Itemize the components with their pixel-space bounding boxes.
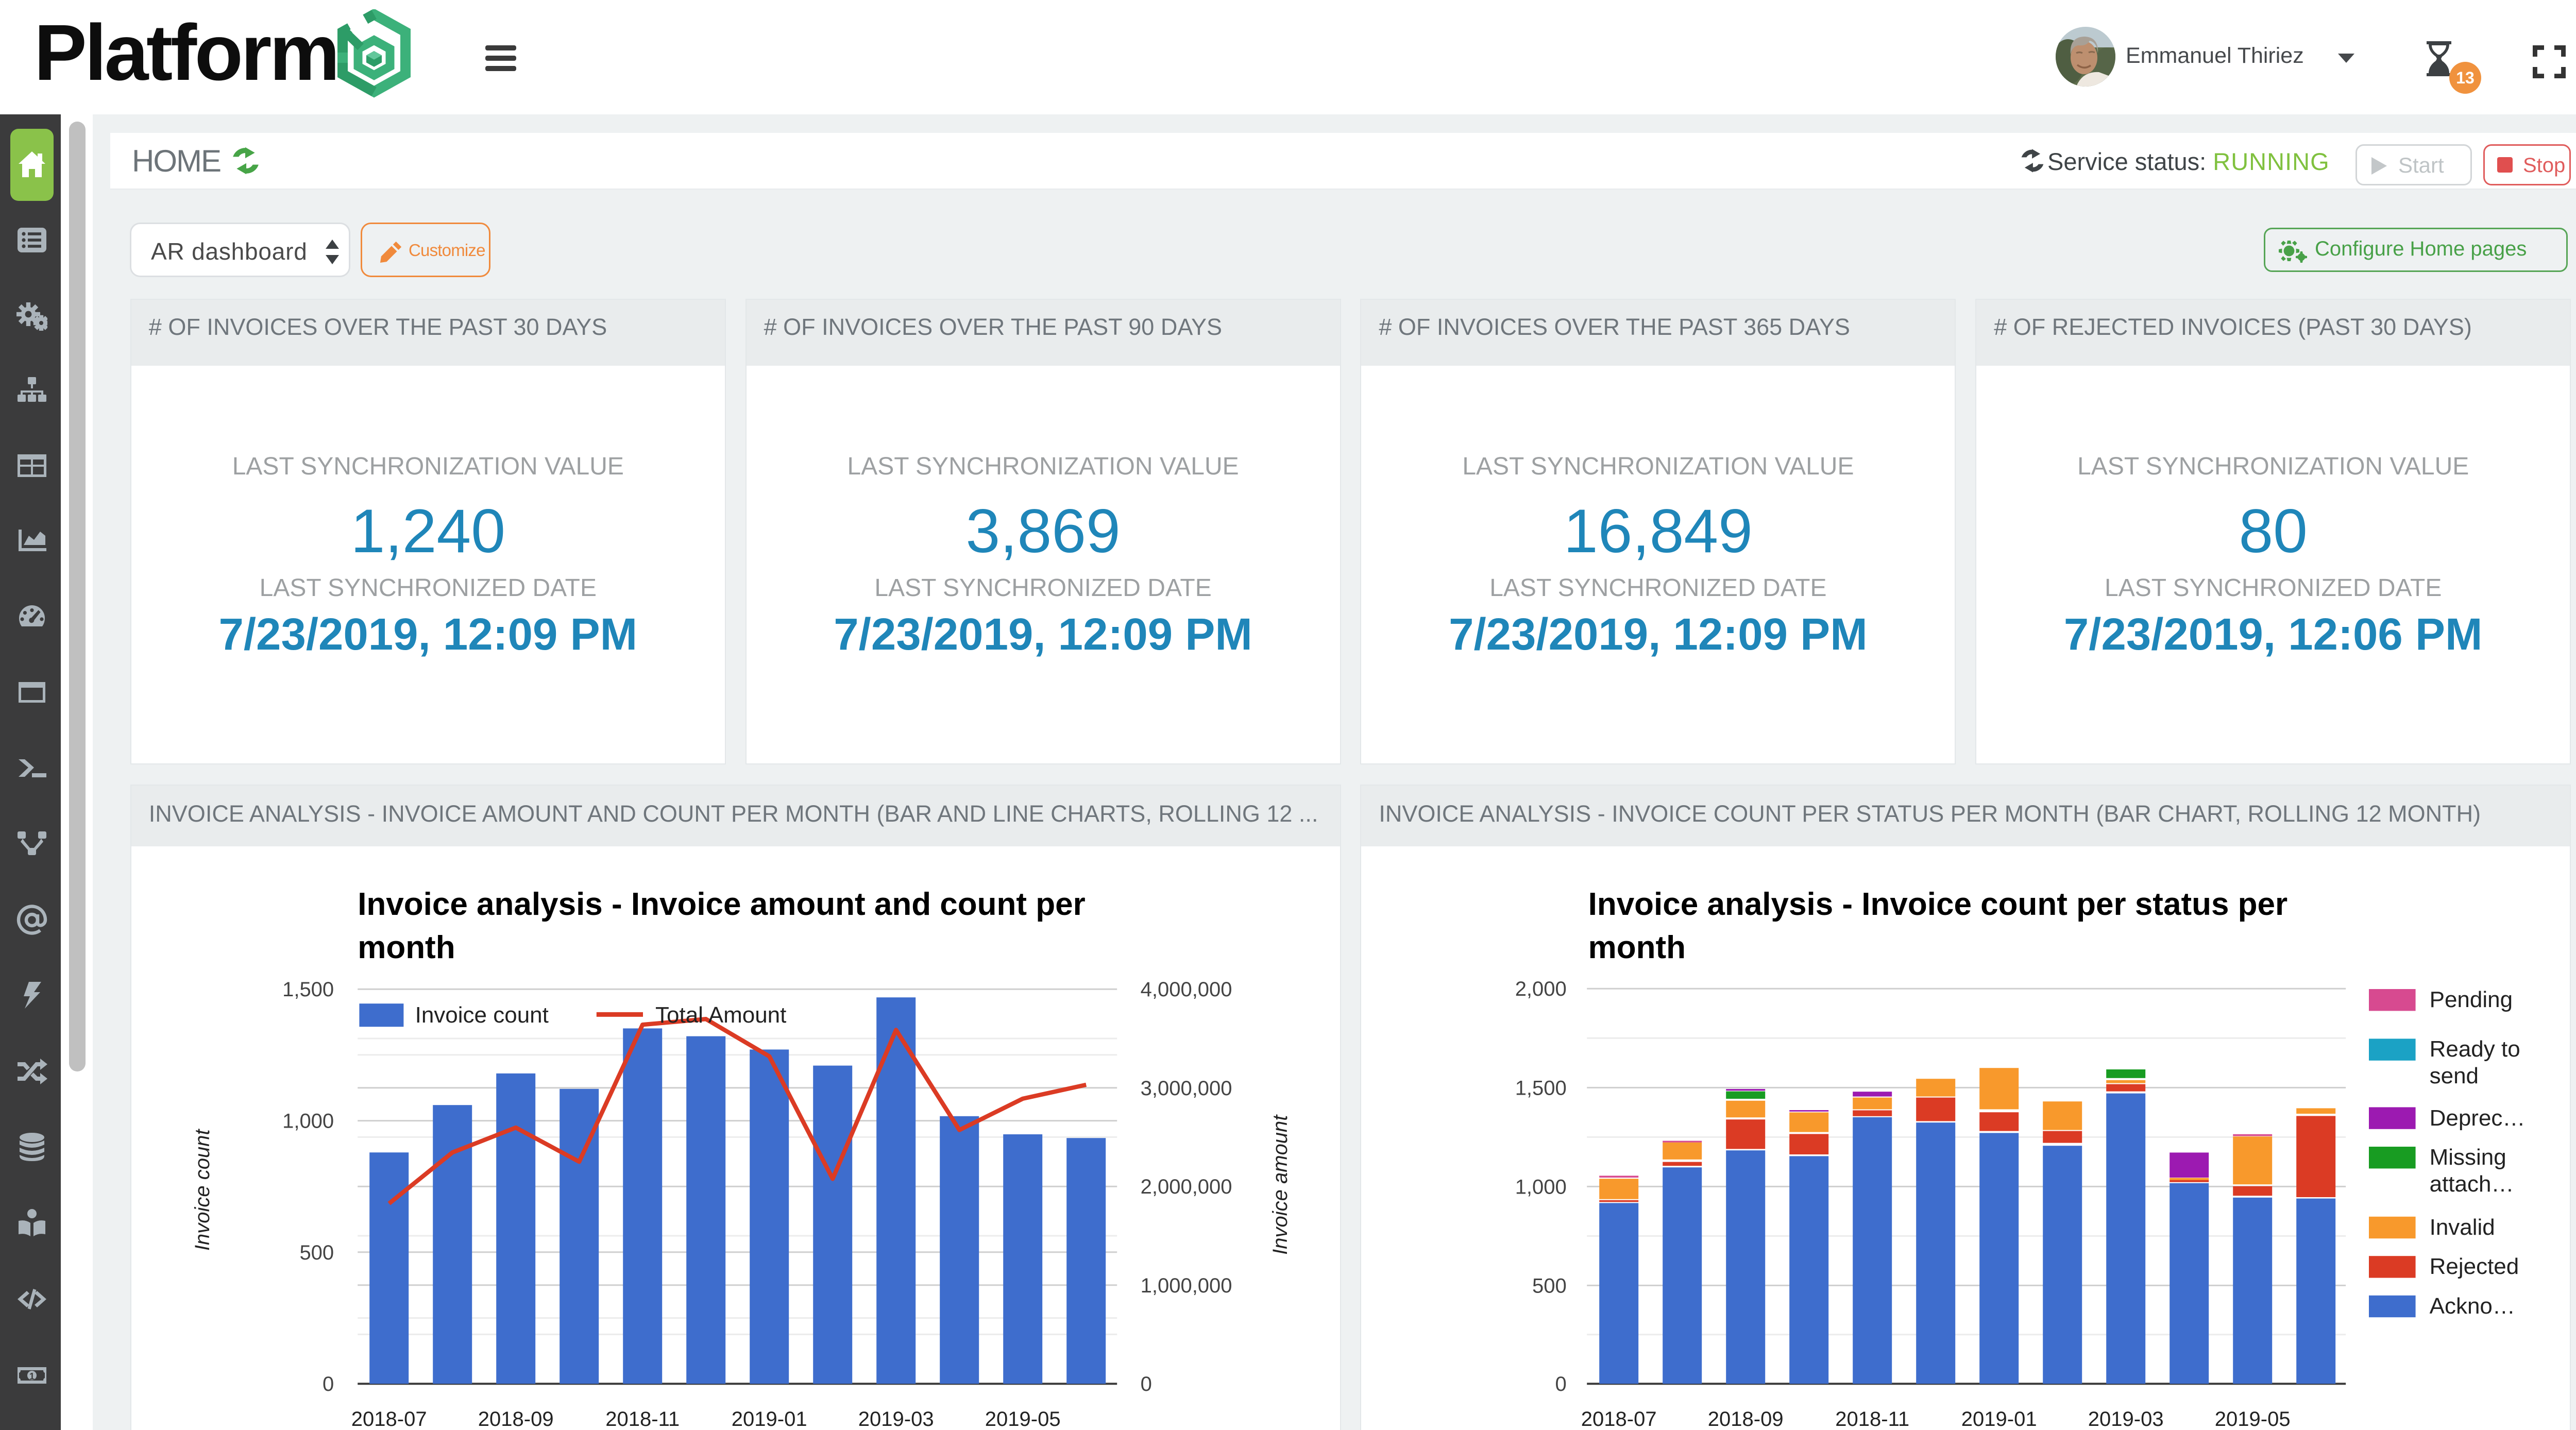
svg-text:Rejected: Rejected bbox=[2430, 1254, 2519, 1279]
svg-text:2019-05: 2019-05 bbox=[2215, 1408, 2291, 1430]
svg-text:0: 0 bbox=[1140, 1373, 1151, 1395]
svg-text:Pending: Pending bbox=[2430, 987, 2513, 1012]
svg-text:2018-07: 2018-07 bbox=[351, 1408, 427, 1430]
svg-text:2019-01: 2019-01 bbox=[1961, 1408, 2037, 1430]
svg-text:2019-05: 2019-05 bbox=[985, 1408, 1061, 1430]
svg-text:1,500: 1,500 bbox=[1515, 1077, 1567, 1099]
svg-text:2,000: 2,000 bbox=[1515, 978, 1567, 1000]
svg-text:0: 0 bbox=[323, 1373, 334, 1395]
svg-text:2018-07: 2018-07 bbox=[1581, 1408, 1657, 1430]
svg-text:Ackno…: Ackno… bbox=[2430, 1293, 2515, 1319]
svg-text:4,000,000: 4,000,000 bbox=[1140, 978, 1232, 1001]
svg-text:2,000,000: 2,000,000 bbox=[1140, 1176, 1232, 1198]
svg-text:Ready to: Ready to bbox=[2430, 1036, 2520, 1062]
svg-text:2019-01: 2019-01 bbox=[732, 1408, 807, 1430]
svg-text:Missing: Missing bbox=[2430, 1145, 2506, 1170]
svg-text:1,000: 1,000 bbox=[282, 1110, 334, 1132]
svg-text:month: month bbox=[1588, 930, 1686, 965]
svg-text:Invoice analysis - Invoice amo: Invoice analysis - Invoice amount and co… bbox=[358, 887, 1086, 922]
svg-text:1: 1 bbox=[29, 1371, 35, 1382]
svg-text:1,000,000: 1,000,000 bbox=[1140, 1274, 1232, 1297]
svg-text:attach…: attach… bbox=[2430, 1171, 2514, 1197]
svg-text:2019-03: 2019-03 bbox=[2088, 1408, 2164, 1430]
svg-text:1,000: 1,000 bbox=[1515, 1176, 1567, 1198]
svg-text:2018-11: 2018-11 bbox=[1836, 1408, 1910, 1430]
svg-text:2018-09: 2018-09 bbox=[478, 1408, 554, 1430]
svg-text:Total Amount: Total Amount bbox=[655, 1002, 786, 1028]
svg-text:Invoice count: Invoice count bbox=[415, 1002, 548, 1028]
svg-text:500: 500 bbox=[1532, 1274, 1567, 1297]
svg-text:2019-03: 2019-03 bbox=[858, 1408, 934, 1430]
svg-text:2018-11: 2018-11 bbox=[605, 1408, 680, 1430]
svg-text:1,500: 1,500 bbox=[282, 978, 334, 1001]
svg-text:Invoice amount: Invoice amount bbox=[1269, 1114, 1292, 1254]
svg-text:3,000,000: 3,000,000 bbox=[1140, 1077, 1232, 1100]
svg-text:Invoice count: Invoice count bbox=[191, 1128, 214, 1251]
svg-text:month: month bbox=[358, 930, 455, 965]
svg-text:2018-09: 2018-09 bbox=[1708, 1408, 1784, 1430]
svg-text:Invalid: Invalid bbox=[2430, 1215, 2495, 1240]
svg-text:500: 500 bbox=[299, 1241, 334, 1264]
svg-text:0: 0 bbox=[1555, 1373, 1567, 1395]
svg-text:Deprec…: Deprec… bbox=[2430, 1105, 2526, 1131]
svg-text:send: send bbox=[2430, 1063, 2479, 1088]
svg-text:Invoice analysis - Invoice cou: Invoice analysis - Invoice count per sta… bbox=[1588, 887, 2288, 922]
